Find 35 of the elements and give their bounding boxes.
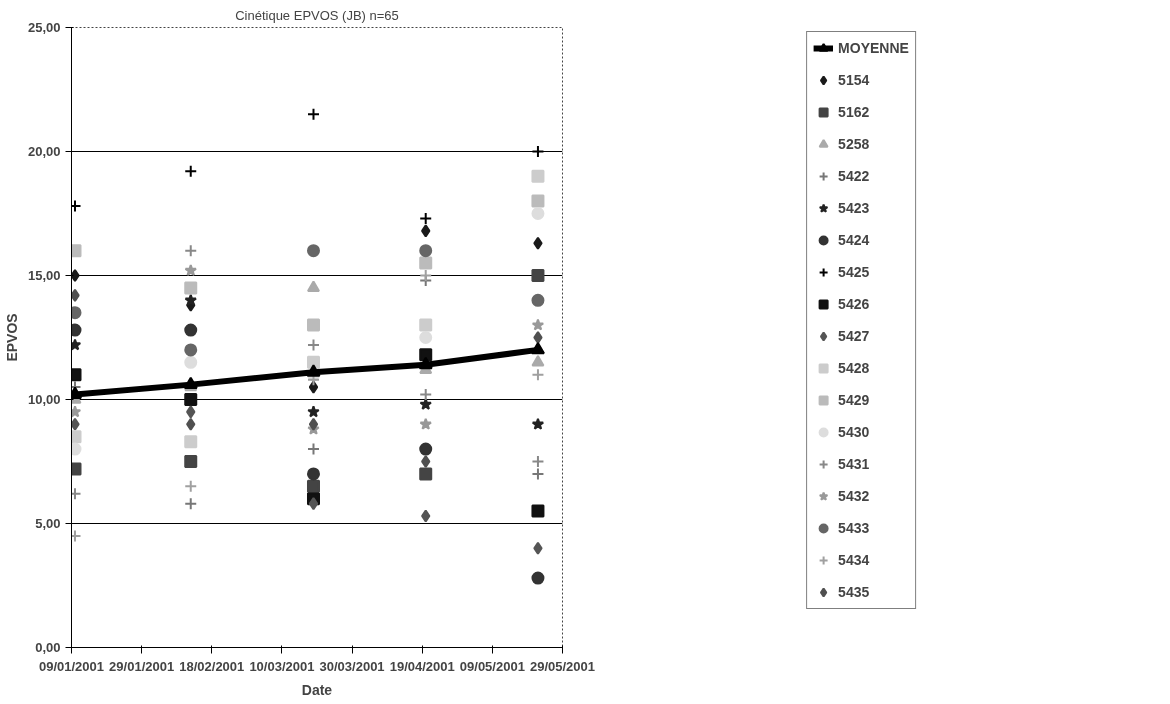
chart-title: Cinétique EPVOS (JB) n=65: [235, 7, 399, 23]
legend-label: 5162: [838, 103, 870, 122]
x-tick-label: 29/01/2001: [109, 658, 175, 674]
legend-label: MOYENNE: [838, 39, 909, 58]
legend-label: 5432: [838, 487, 870, 506]
y-tick-label: 15,00: [27, 268, 61, 283]
legend-label: 5434: [838, 551, 870, 570]
x-axis-title: Date: [301, 681, 333, 698]
x-tick-label: 29/05/2001: [529, 658, 596, 674]
legend-label: 5429: [838, 391, 870, 410]
legend-label: 5428: [838, 359, 870, 378]
legend-label: 5427: [838, 327, 870, 346]
legend-label: 5258: [838, 135, 870, 154]
x-tick-label: 19/04/2001: [389, 658, 455, 674]
y-tick-label: 5,00: [35, 516, 61, 531]
legend-label: 5433: [838, 519, 870, 538]
legend-label: 5430: [838, 423, 870, 442]
legend-label: 5154: [838, 71, 870, 90]
y-tick-label: 10,00: [27, 392, 61, 407]
legend-label: 5431: [838, 455, 870, 474]
legend-label: 5423: [838, 199, 870, 218]
x-tick-label: 18/02/2001: [179, 658, 245, 674]
y-tick-label: 25,00: [27, 20, 61, 35]
x-tick-label: 10/03/2001: [249, 658, 315, 674]
x-tick-label: 30/03/2001: [319, 658, 385, 674]
y-tick-label: 20,00: [27, 144, 61, 159]
legend-label: 5424: [838, 231, 870, 250]
y-axis-title: EPVOS: [3, 313, 20, 362]
x-tick-label: 09/05/2001: [459, 658, 525, 674]
legend-label: 5426: [838, 295, 870, 314]
y-tick-label: 0,00: [35, 640, 61, 655]
legend-label: 5425: [838, 263, 870, 282]
legend-label: 5435: [838, 583, 870, 602]
legend-label: 5422: [838, 167, 870, 186]
x-tick-label: 09/01/2001: [38, 658, 105, 674]
